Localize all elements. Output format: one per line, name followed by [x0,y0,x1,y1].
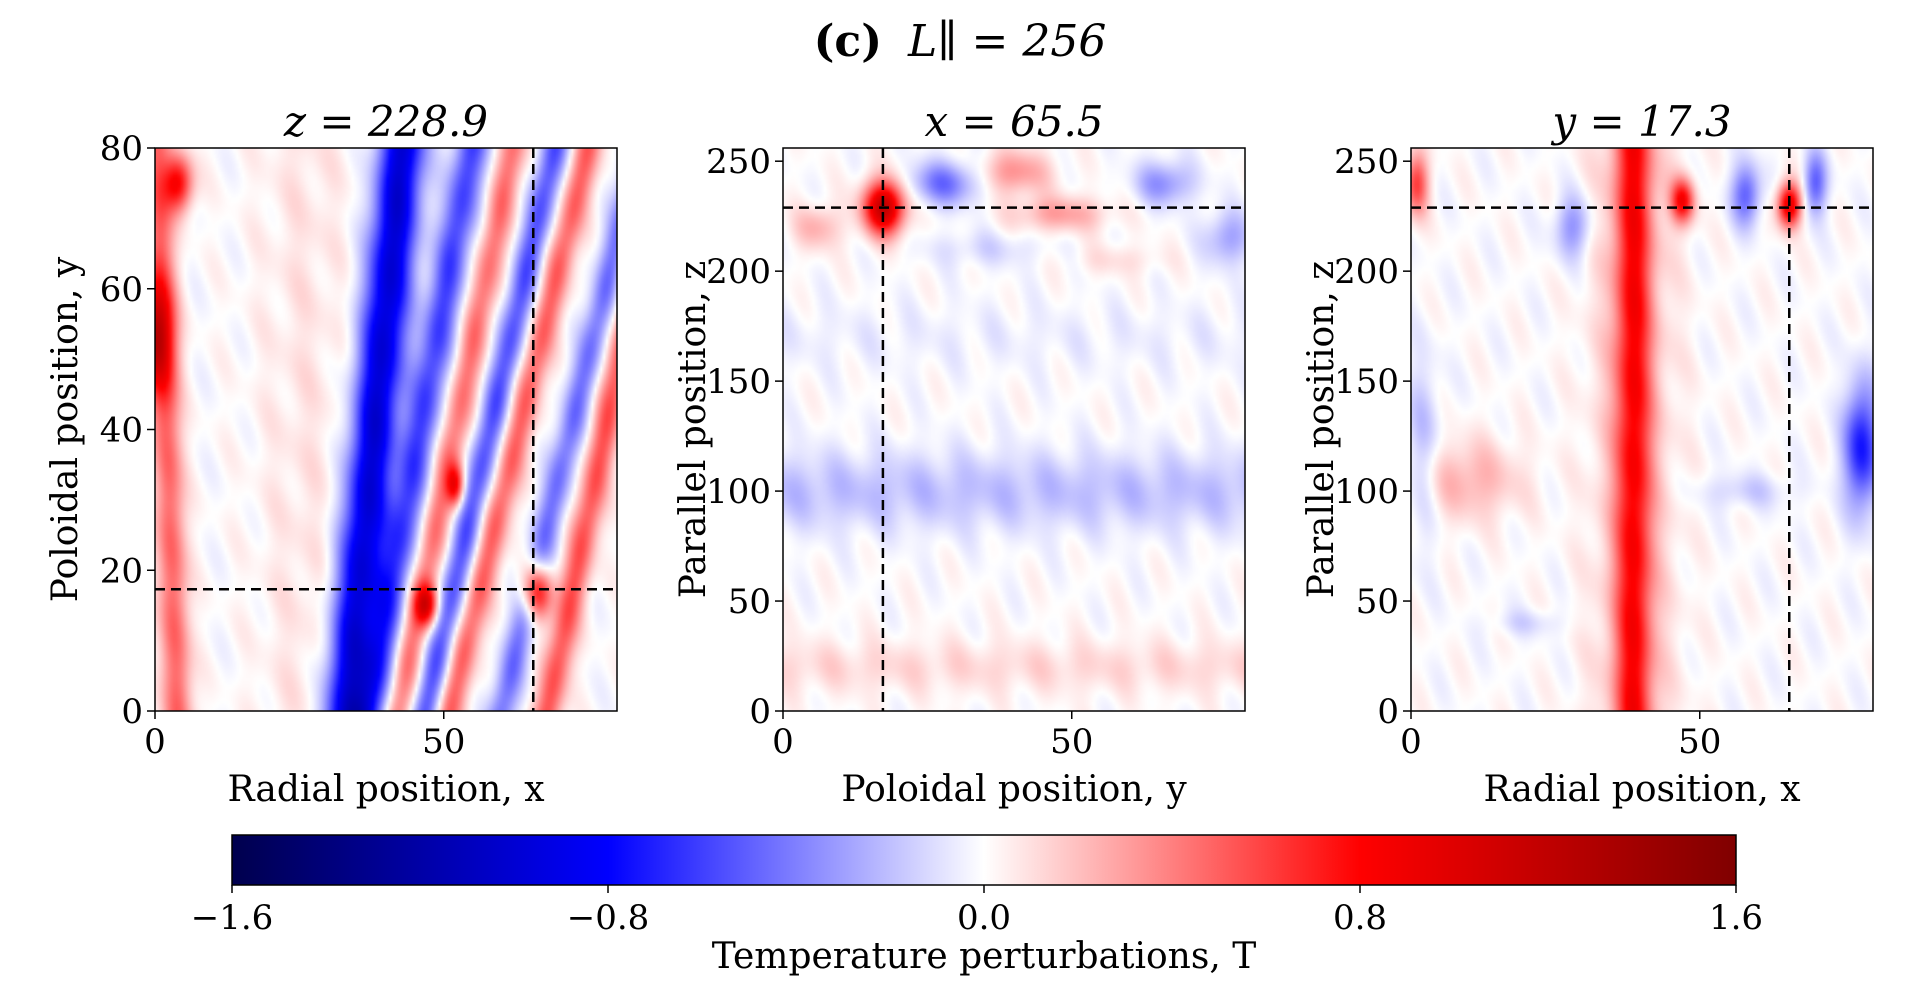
colorbar-gradient [231,834,1737,886]
y-axis-label: Parallel position, z [1301,261,1342,598]
figure-title-math: L∥ = 256 [907,16,1106,67]
colorbar-tick-label: 0.0 [957,898,1011,938]
axes-frame [782,147,1246,712]
x-tick-label: 0 [772,722,794,762]
panel-title: y = 17.3 [1550,97,1731,146]
x-axis-label: Radial position, x [1483,769,1800,810]
heatmap-panel-2: 0 50 0 50 100 150 200 250 x = 65.5 Poloidal posit… [673,97,1246,810]
y-tick-label: 50 [728,582,771,622]
x-tick-label: 0 [144,722,166,762]
figure-title: (c) L∥ = 256 [814,16,1107,67]
y-tick-label: 100 [706,472,771,512]
x-axis-label: Radial position, x [227,769,544,810]
x-tick-label: 0 [1400,722,1422,762]
y-tick-label: 0 [121,692,143,732]
colorbar-tick-label: −1.6 [191,898,274,938]
colorbar: −1.6 −0.8 0.0 0.8 1.6 Temperature perturbati… [191,834,1763,977]
y-tick-label: 150 [1334,362,1399,402]
heatmap-panel-3: 0 50 0 50 100 150 200 250 y = 17.3 Radial positio… [1301,97,1874,810]
heatmap-panel-1: 0 50 0 20 40 60 80 z = 228.9 Radial position, x P… [45,97,618,810]
y-tick-label: 50 [1356,582,1399,622]
y-tick-label: 150 [706,362,771,402]
figure-label: (c) [814,16,882,67]
y-axis-label: Poloidal position, y [45,256,86,602]
heatmap-field [155,148,617,711]
x-tick-label: 50 [1678,722,1721,762]
colorbar-tick-label: 1.6 [1709,898,1763,938]
y-tick-label: 200 [706,252,771,292]
heatmap-field [1411,148,1873,711]
x-axis-label: Poloidal position, y [841,769,1187,810]
colorbar-tick-label: −0.8 [567,898,650,938]
panel-title: x = 65.5 [924,97,1103,146]
y-tick-label: 200 [1334,252,1399,292]
y-tick-label: 60 [100,270,143,310]
x-tick-label: 50 [422,722,465,762]
y-tick-label: 0 [749,692,771,732]
panels: 0 50 0 20 40 60 80 z = 228.9 Radial position, x P… [45,97,1874,810]
colorbar-label: Temperature perturbations, T [712,936,1256,977]
panel-title: z = 228.9 [283,97,488,146]
y-tick-label: 20 [100,551,143,591]
axes-frame [1410,147,1874,712]
y-tick-label: 40 [100,411,143,451]
x-tick-label: 50 [1050,722,1093,762]
y-tick-label: 250 [706,142,771,182]
heatmap-field [783,148,1245,711]
y-axis-label: Parallel position, z [673,261,714,598]
y-tick-label: 0 [1377,692,1399,732]
y-tick-label: 100 [1334,472,1399,512]
colorbar-tick-label: 0.8 [1333,898,1387,938]
y-tick-label: 80 [100,129,143,169]
y-tick-label: 250 [1334,142,1399,182]
colorbar-ticks: −1.6 −0.8 0.0 0.8 1.6 [191,885,1763,938]
